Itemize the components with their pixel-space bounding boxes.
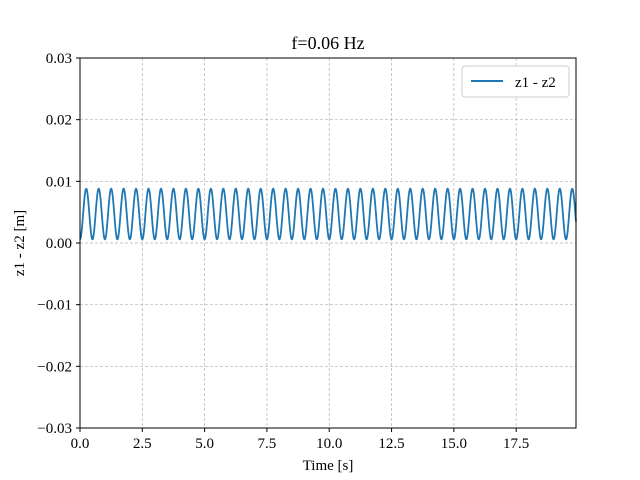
- y-tick-label: −0.01: [37, 298, 72, 314]
- x-axis-ticks: 0.0 2.5 5.0 7.5 10.0 12.5 15.0 17.5: [71, 428, 529, 452]
- legend-box: [461, 65, 570, 98]
- y-tick-label: 0.01: [46, 174, 72, 190]
- y-axis-label: z1 - z2 [m]: [12, 210, 28, 276]
- legend-label: z1 - z2: [515, 75, 556, 91]
- x-tick-label: 0.0: [71, 436, 90, 452]
- y-tick-label: −0.03: [37, 421, 72, 437]
- series-line: [79, 187, 577, 241]
- plot-area: [79, 187, 577, 241]
- x-tick-label: 7.5: [258, 436, 277, 452]
- y-tick-label: 0.02: [46, 113, 72, 129]
- x-tick-label: 2.5: [133, 436, 152, 452]
- y-tick-label: 0.00: [46, 236, 72, 252]
- grid-lines: [79, 57, 576, 429]
- x-tick-label: 5.0: [195, 436, 214, 452]
- x-tick-label: 10.0: [316, 436, 342, 452]
- y-tick-label: 0.03: [46, 51, 72, 67]
- x-axis-label: Time [s]: [303, 458, 354, 474]
- y-axis-ticks: −0.03 −0.02 −0.01 0.00 0.01 0.02 0.03: [37, 51, 80, 437]
- legend: z1 - z2: [461, 65, 570, 98]
- x-tick-label: 12.5: [378, 436, 404, 452]
- chart-title: f=0.06 Hz: [291, 33, 364, 53]
- x-tick-label: 15.0: [441, 436, 467, 452]
- x-tick-label: 17.5: [503, 436, 529, 452]
- y-tick-label: −0.02: [37, 359, 72, 375]
